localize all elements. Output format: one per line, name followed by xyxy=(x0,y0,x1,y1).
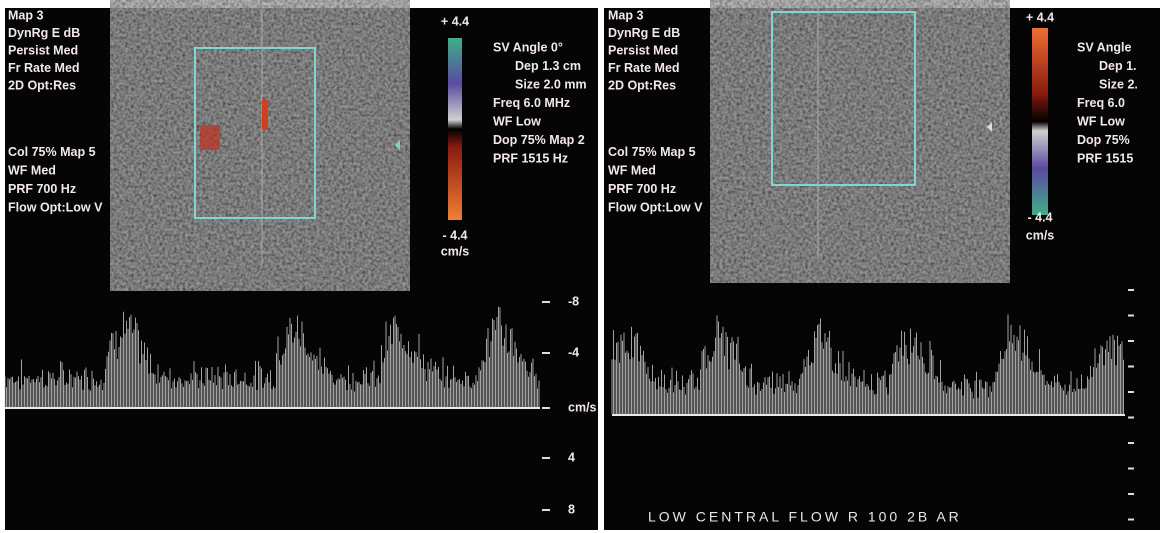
setting-text: Map 3 xyxy=(608,8,643,22)
setting-text: Flow Opt:Low V xyxy=(8,200,103,214)
scale-max: + 4.4 xyxy=(1026,10,1054,24)
doppler-param: SV Angle 0° xyxy=(493,40,563,54)
setting-text: Col 75% Map 5 xyxy=(608,145,696,159)
doppler-param: SV Angle xyxy=(1077,40,1131,54)
doppler-param: Size 2. xyxy=(1099,77,1138,91)
color-bar xyxy=(1032,28,1048,215)
velocity-label: 4 xyxy=(568,450,575,464)
doppler-param: Size 2.0 mm xyxy=(515,77,587,91)
setting-text: DynRg E dB xyxy=(608,26,680,40)
setting-text: 2D Opt:Res xyxy=(8,78,76,92)
doppler-param: PRF 1515 xyxy=(1077,151,1133,165)
doppler-param: Dep 1.3 cm xyxy=(515,59,581,73)
setting-text: Persist Med xyxy=(608,43,678,57)
setting-text: Col 75% Map 5 xyxy=(8,145,96,159)
scale-max: + 4.4 xyxy=(441,14,469,28)
velocity-label: -8 xyxy=(568,294,579,308)
setting-text: PRF 700 Hz xyxy=(608,182,676,196)
setting-text: Fr Rate Med xyxy=(8,61,80,75)
footer-text: LOW CENTRAL FLOW R 100 2B AR xyxy=(648,509,962,525)
doppler-param: PRF 1515 Hz xyxy=(493,151,568,165)
velocity-label: -4 xyxy=(568,345,579,359)
setting-text: 2D Opt:Res xyxy=(608,78,676,92)
doppler-param: Dep 1. xyxy=(1099,59,1137,73)
setting-text: Fr Rate Med xyxy=(608,61,680,75)
color-flow xyxy=(262,100,268,130)
doppler-param: WF Low xyxy=(493,114,541,128)
setting-text: PRF 700 Hz xyxy=(8,182,76,196)
color-flow xyxy=(200,125,220,150)
setting-text: Persist Med xyxy=(8,43,78,57)
velocity-label: 8 xyxy=(568,502,575,516)
doppler-param: Dop 75% Map 2 xyxy=(493,133,585,147)
setting-text: WF Med xyxy=(8,163,56,177)
scale-min: - 4.4 xyxy=(1027,210,1052,224)
ultrasound-screenshot: Map 3 DynRg E dB Persist Med Fr Rate Med 2D … xyxy=(0,0,1171,533)
setting-text: WF Med xyxy=(608,163,656,177)
scale-min: - 4.4 xyxy=(442,228,467,242)
setting-text: Flow Opt:Low V xyxy=(608,200,703,214)
color-bar xyxy=(448,38,462,220)
doppler-param: WF Low xyxy=(1077,114,1125,128)
setting-text: DynRg E dB xyxy=(8,26,80,40)
velocity-label: cm/s xyxy=(568,400,597,414)
doppler-param: Dop 75% xyxy=(1077,133,1130,147)
doppler-param: Freq 6.0 xyxy=(1077,96,1125,110)
doppler-param: Freq 6.0 MHz xyxy=(493,96,570,110)
setting-text: Map 3 xyxy=(8,8,43,22)
scale-unit: cm/s xyxy=(441,244,470,258)
b-mode-image xyxy=(135,8,385,265)
scale-unit: cm/s xyxy=(1026,228,1055,242)
